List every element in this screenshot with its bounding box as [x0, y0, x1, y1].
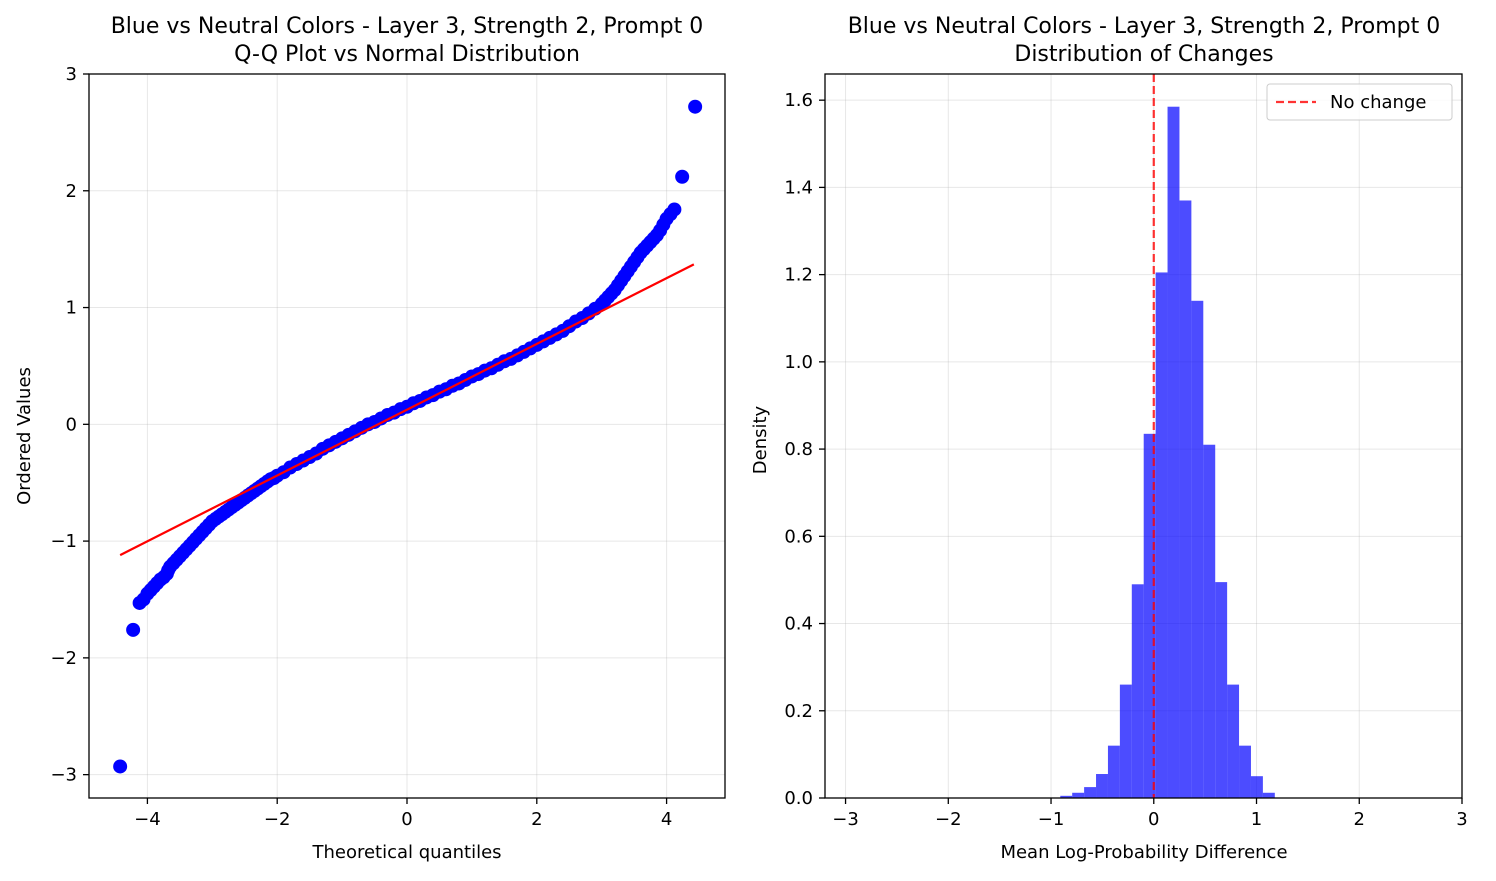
- legend: No change: [1266, 83, 1453, 121]
- legend-label: No change: [1330, 92, 1426, 113]
- qq-plot-title: Blue vs Neutral Colors - Layer 3, Streng…: [111, 14, 704, 39]
- histogram-bar: [1179, 200, 1192, 798]
- qq-x-tick-label: −2: [264, 809, 291, 830]
- histogram-bar: [1084, 787, 1097, 798]
- histogram-bar: [1167, 106, 1180, 799]
- hist-x-tick-label: −3: [832, 809, 859, 830]
- hist-y-tick-label: 1.4: [784, 177, 813, 198]
- histogram-bar: [1191, 300, 1204, 798]
- histogram-bar: [1107, 745, 1120, 798]
- qq-y-tick-label: −1: [50, 531, 77, 552]
- hist-x-tick-label: −2: [935, 809, 962, 830]
- qq-plot-panel: Blue vs Neutral Colors - Layer 3, Streng…: [14, 14, 726, 863]
- histogram-subtitle: Distribution of Changes: [1014, 42, 1273, 67]
- legend-box: [1266, 83, 1453, 121]
- qq-y-tick-label: 1: [66, 298, 77, 319]
- histogram-bar: [1250, 776, 1263, 798]
- histogram-bar: [1119, 684, 1132, 798]
- hist-x-tick-label: 3: [1456, 809, 1467, 830]
- hist-x-tick-label: 2: [1354, 809, 1365, 830]
- histogram-bar: [1262, 792, 1275, 798]
- histogram-bar: [1227, 684, 1240, 798]
- qq-plot-ticks: −4 −2 0 2 4 −3 −2 −1 0 1 2 3: [50, 64, 672, 830]
- qq-y-tick-label: 3: [66, 64, 77, 85]
- qq-plot-ylabel: Ordered Values: [14, 367, 35, 505]
- histogram-panel: Blue vs Neutral Colors - Layer 3, Streng…: [750, 14, 1468, 863]
- qq-plot-grid: [89, 73, 725, 798]
- histogram-frame: [824, 73, 1463, 799]
- qq-plot-frame: [88, 73, 726, 799]
- histogram-bar: [1155, 272, 1168, 798]
- qq-x-tick-label: 4: [661, 809, 672, 830]
- qq-y-tick-label: −3: [50, 765, 77, 786]
- qq-point: [675, 169, 690, 184]
- hist-y-tick-label: 1.6: [784, 90, 813, 111]
- hist-y-tick-label: 1.0: [784, 352, 813, 373]
- hist-y-tick-label: 1.2: [784, 265, 813, 286]
- histogram-bars: [1060, 106, 1275, 799]
- qq-plot-xlabel: Theoretical quantiles: [311, 842, 501, 863]
- hist-y-tick-label: 0.6: [784, 526, 813, 547]
- hist-y-tick-label: 0.4: [784, 614, 813, 635]
- histogram-bar: [1143, 433, 1156, 798]
- histogram-ylabel: Density: [750, 405, 771, 474]
- qq-y-tick-label: −2: [50, 648, 77, 669]
- hist-y-tick-label: 0.2: [784, 701, 813, 722]
- hist-y-tick-label: 0.8: [784, 439, 813, 460]
- qq-plot-points: [113, 99, 703, 774]
- qq-point: [113, 759, 128, 774]
- histogram-xlabel: Mean Log-Probability Difference: [1000, 842, 1287, 863]
- qq-fit-line: [119, 263, 695, 557]
- histogram-bar: [1072, 792, 1085, 798]
- histogram-bar: [1239, 745, 1251, 798]
- qq-point: [688, 99, 703, 114]
- hist-x-tick-label: 0: [1148, 809, 1159, 830]
- histogram-bar: [1060, 795, 1073, 798]
- hist-y-tick-label: 0.0: [784, 788, 813, 809]
- qq-point: [126, 622, 141, 637]
- histogram-bar: [1096, 774, 1108, 798]
- hist-x-tick-label: −1: [1038, 809, 1065, 830]
- hist-x-tick-label: 1: [1251, 809, 1262, 830]
- histogram-bar: [1131, 584, 1144, 798]
- qq-point: [667, 202, 682, 217]
- histogram-title: Blue vs Neutral Colors - Layer 3, Streng…: [848, 14, 1441, 39]
- histogram-bar: [1203, 444, 1216, 798]
- histogram-ticks: −3 −2 −1 0 1 2 3 0.0 0.2 0.4 0.6 0.8 1.0 1.2 1.4 1.6: [784, 90, 1467, 830]
- qq-x-tick-label: 2: [531, 809, 542, 830]
- qq-y-tick-label: 2: [66, 181, 77, 202]
- qq-y-tick-label: 0: [66, 414, 77, 435]
- histogram-bar: [1215, 582, 1228, 798]
- qq-x-tick-label: 0: [401, 809, 412, 830]
- qq-x-tick-label: −4: [134, 809, 161, 830]
- qq-plot-subtitle: Q-Q Plot vs Normal Distribution: [234, 42, 580, 67]
